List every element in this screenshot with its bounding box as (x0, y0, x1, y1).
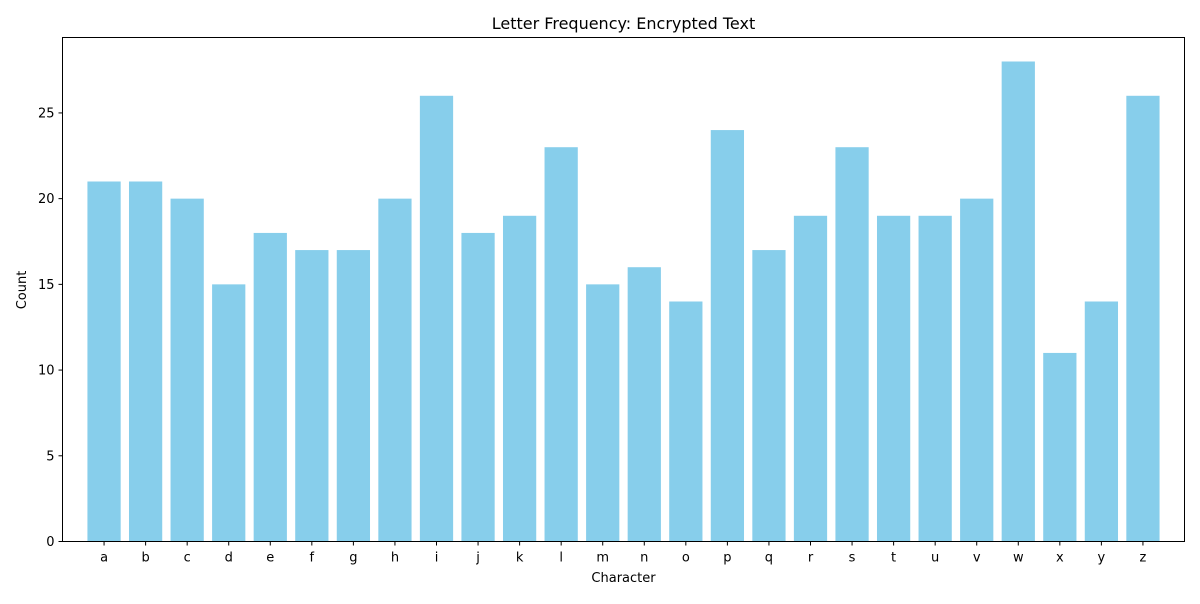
y-tick-label: 25 (38, 106, 55, 121)
bar-v (960, 198, 994, 542)
x-tick-label: w (1013, 551, 1024, 566)
bar-f (295, 250, 329, 542)
bar-i (419, 95, 454, 542)
y-axis-label: Count (15, 271, 30, 310)
bar-j (461, 232, 495, 542)
bar-m (586, 284, 620, 542)
y-tick-label: 10 (38, 364, 55, 379)
bar-u (918, 215, 952, 542)
x-tick-label: k (516, 551, 524, 566)
bar-z (1126, 95, 1160, 542)
x-tick-label: s (849, 551, 856, 566)
x-tick-label: i (435, 551, 439, 566)
bar-p (710, 130, 745, 542)
x-tick-label: q (765, 551, 773, 566)
bar-r (793, 215, 828, 542)
x-tick-label: l (559, 551, 563, 566)
bar-s (835, 147, 869, 542)
bar-h (378, 198, 412, 542)
bar-l (544, 147, 578, 542)
y-tick-label: 20 (38, 192, 55, 207)
bar-y (1084, 301, 1119, 542)
x-tick-label: d (225, 551, 233, 566)
y-axis-ticks: 0 5 10 15 20 25 (38, 106, 63, 550)
x-tick-label: t (891, 551, 896, 566)
bar-k (502, 215, 537, 542)
x-tick-label: e (266, 551, 274, 566)
bar-w (1001, 61, 1035, 542)
x-tick-label: c (184, 551, 191, 566)
x-axis-label: Character (591, 571, 656, 586)
bar-d (212, 284, 246, 542)
y-tick-label: 15 (38, 278, 55, 293)
x-tick-label: r (808, 551, 814, 566)
chart-title: Letter Frequency: Encrypted Text (492, 14, 755, 33)
x-tick-label: x (1056, 551, 1064, 566)
x-tick-label: p (723, 551, 731, 566)
x-tick-label: u (931, 551, 939, 566)
y-tick-label: 0 (46, 535, 54, 550)
bar-e (253, 232, 287, 542)
x-tick-label: h (391, 551, 399, 566)
bar-q (752, 250, 786, 542)
bar-n (627, 267, 661, 542)
bar-g (336, 250, 371, 542)
y-tick-label: 5 (46, 449, 54, 464)
x-tick-label: f (310, 551, 315, 566)
x-tick-label: b (141, 551, 149, 566)
x-axis-ticks: a b c d e f g h i j k l m n o p q r s t u v w x y z (100, 541, 1147, 566)
x-tick-label: n (640, 551, 648, 566)
bar-t (876, 215, 911, 542)
x-tick-label: z (1140, 551, 1147, 566)
bar-o (669, 301, 703, 542)
x-tick-label: m (596, 551, 609, 566)
bars-group (87, 61, 1160, 542)
x-tick-label: g (349, 551, 357, 566)
x-tick-label: o (682, 551, 690, 566)
x-tick-label: v (973, 551, 981, 566)
x-tick-label: y (1098, 551, 1106, 566)
bar-x (1043, 352, 1077, 542)
bar-b (128, 181, 163, 542)
x-tick-label: a (100, 551, 108, 566)
bar-c (170, 198, 204, 542)
x-tick-label: j (475, 551, 480, 566)
plot-frame (62, 37, 1185, 542)
bar-a (87, 181, 121, 542)
